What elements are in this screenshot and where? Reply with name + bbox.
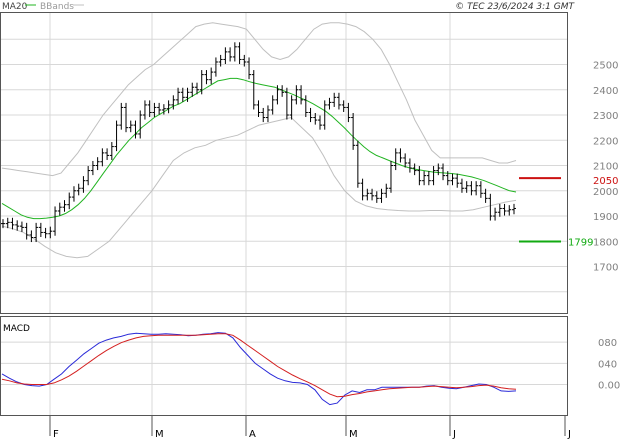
signal-series-line (1, 333, 517, 398)
month-label: F (53, 429, 59, 440)
macd-series-line (1, 332, 517, 406)
grid (1, 13, 567, 415)
y-axis: 1700 1800 1900 2000 2100 2200 2300 2400 2500 0.00… (593, 61, 620, 392)
macd-y-tick-label: 080 (598, 338, 617, 349)
bollinger-upper-band (1, 22, 517, 177)
price-levels: 2050 1799 (519, 176, 618, 249)
macd-y-tick-label: 040 (598, 359, 617, 370)
macd-panel-frame (0, 316, 568, 416)
price-y-tick-label: 2400 (593, 86, 618, 97)
month-label: J (567, 429, 571, 440)
price-y-tick-label: 1800 (593, 237, 618, 248)
ma20-legend-label: MA20 (2, 2, 28, 12)
support-label: 1799 (568, 238, 593, 249)
bollinger-lower-band (1, 116, 517, 259)
price-y-tick-label: 2100 (593, 162, 618, 173)
bollinger-bands (1, 22, 517, 259)
price-y-tick-label: 1900 (593, 212, 618, 223)
price-y-tick-label: 2300 (593, 111, 618, 122)
month-label: M (155, 429, 164, 440)
month-label: M (349, 429, 358, 440)
copyright-notice: © TEC 23/6/2024 3:1 GMT (455, 2, 575, 12)
ma20-line (1, 77, 517, 220)
price-bars (1, 42, 516, 243)
macd-label: MACD (3, 324, 30, 334)
month-label: A (249, 429, 256, 440)
price-y-tick-label: 1700 (593, 263, 618, 274)
macd-lines (1, 332, 517, 406)
price-y-tick-label: 2500 (593, 61, 618, 72)
macd-y-tick-label: 0.00 (598, 381, 620, 392)
bbands-legend-label: BBands (40, 2, 74, 12)
price-y-tick-label: 2000 (593, 187, 618, 198)
ma20-path (1, 77, 517, 220)
price-y-tick-label: 2200 (593, 136, 618, 147)
month-label: J (452, 429, 456, 440)
price-panel-frame (0, 12, 568, 314)
resistance-label: 2050 (593, 176, 618, 187)
